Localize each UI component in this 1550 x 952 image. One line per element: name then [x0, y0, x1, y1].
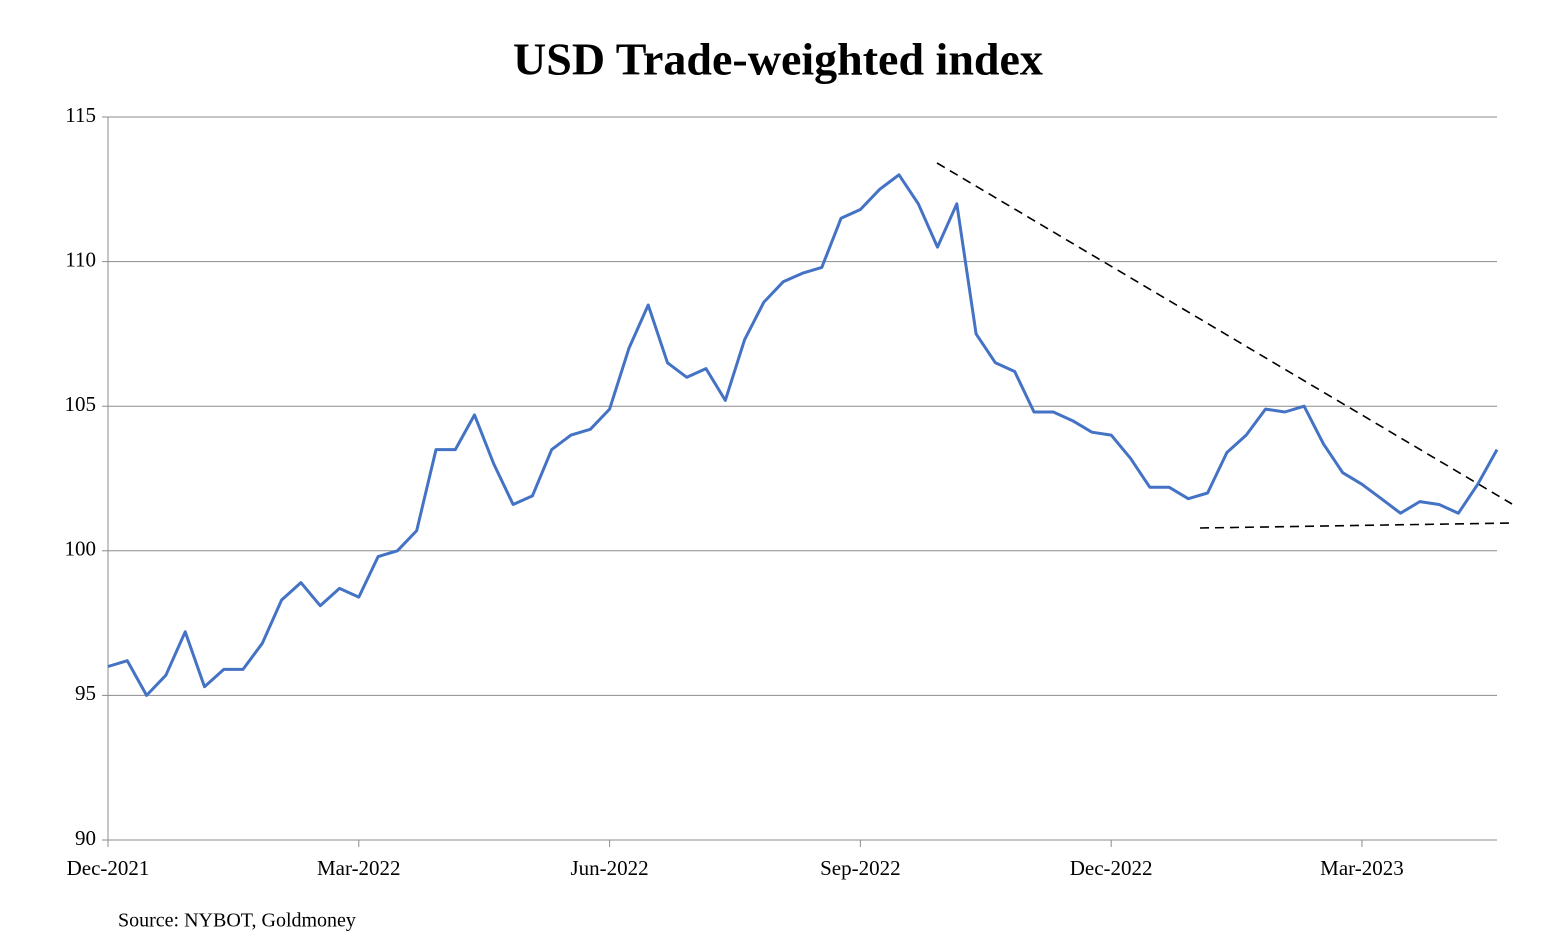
y-tick-label: 105: [65, 392, 97, 416]
x-tick-label: Mar-2023: [1320, 856, 1404, 880]
data-line: [107, 173, 1499, 697]
y-tick-label: 95: [75, 681, 96, 705]
x-tick-label: Mar-2022: [317, 856, 401, 880]
source-note: Source: NYBOT, Goldmoney: [118, 910, 356, 932]
y-tick-label: 100: [65, 537, 97, 561]
y-tick-label: 110: [65, 247, 96, 271]
x-tick-label: Dec-2022: [1070, 856, 1153, 880]
trend-line: [1199, 522, 1513, 529]
trend-line: [936, 162, 1513, 505]
chart-title: USD Trade-weighted index: [513, 34, 1043, 85]
y-tick-label: 90: [75, 826, 96, 850]
x-tick-label: Jun-2022: [570, 856, 648, 880]
x-tick-label: Sep-2022: [820, 856, 901, 880]
x-tick-label: Dec-2021: [67, 856, 150, 880]
y-tick-label: 115: [65, 103, 96, 127]
